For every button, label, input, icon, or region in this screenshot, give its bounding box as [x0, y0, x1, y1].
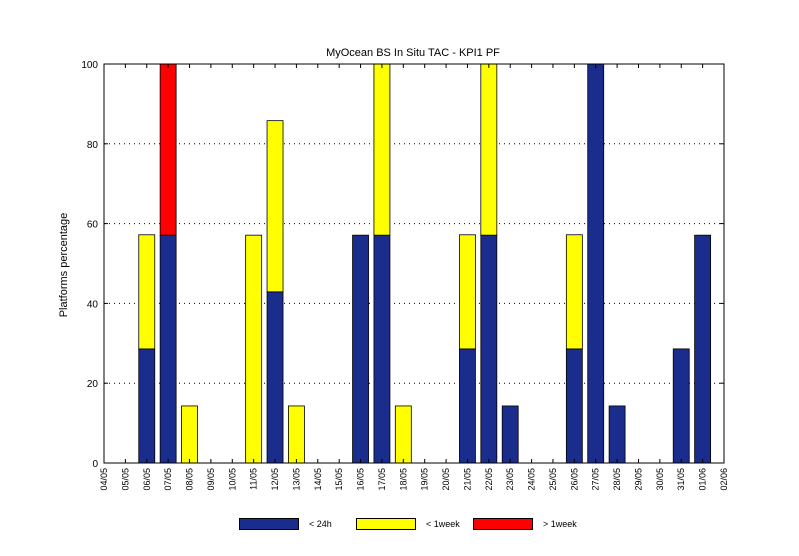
legend-label-over-1week: > 1week: [543, 519, 577, 529]
legend-label-1week: < 1week: [426, 519, 460, 529]
x-tick-label: 09/05: [206, 468, 216, 491]
legend-swatch-1week: [356, 518, 416, 530]
x-tick-label: 28/05: [612, 468, 622, 491]
bar-07-05-series-2: [159, 63, 177, 236]
legend-item-1week: < 1week: [356, 518, 460, 530]
grid: [104, 63, 724, 384]
legend-swatch-24h: [239, 518, 299, 530]
x-tick-label: 15/05: [334, 468, 344, 491]
bar-06-05-series-1: [138, 234, 156, 350]
x-tick-label: 17/05: [377, 468, 387, 491]
x-tick-label: 12/05: [270, 468, 280, 491]
legend-swatch-over-1week: [473, 518, 533, 530]
x-tick-label: 11/05: [249, 468, 259, 490]
x-tick-label: 01/06: [698, 468, 708, 491]
bar-23-05-series-0: [501, 405, 519, 464]
y-tick-label: 60: [87, 220, 99, 231]
plot-frame: [103, 63, 725, 464]
legend-item-24h: < 24h: [239, 518, 332, 530]
x-tick-label: 14/05: [313, 468, 323, 491]
x-tick-label: 29/05: [633, 468, 643, 491]
bar-01-06-series-0: [694, 234, 712, 464]
bar-11-05-series-1: [245, 234, 263, 464]
bar-27-05-series-0: [587, 63, 605, 464]
y-tick-label: 20: [87, 379, 99, 390]
x-tick-label: 22/05: [484, 468, 494, 491]
x-tick-label: 06/05: [142, 468, 152, 491]
bar-22-05-series-1: [480, 63, 498, 236]
x-tick-label: 31/05: [676, 468, 686, 491]
x-tick-label: 27/05: [591, 468, 601, 491]
x-tick-label: 21/05: [462, 468, 472, 491]
x-tick-label: 08/05: [185, 468, 195, 491]
bar-22-05-series-0: [480, 234, 498, 464]
bars: [138, 63, 712, 464]
x-tick-label: 26/05: [569, 468, 579, 491]
bar-12-05-series-0: [266, 291, 284, 464]
x-tick-label: 10/05: [227, 468, 237, 491]
bar-17-05-series-1: [373, 63, 391, 236]
bar-21-05-series-0: [459, 348, 476, 464]
bar-21-05-series-1: [459, 234, 476, 350]
legend-item-over-1week: > 1week: [473, 518, 577, 530]
bar-13-05-series-1: [288, 405, 305, 464]
x-tick-label: 13/05: [291, 468, 301, 491]
x-tick-label: 02/06: [719, 468, 729, 491]
y-tick-label: 100: [81, 60, 98, 71]
bar-12-05-series-1: [266, 120, 284, 293]
legend-label-24h: < 24h: [309, 519, 332, 529]
bar-06-05-series-0: [138, 348, 156, 464]
bar-07-05-series-0: [159, 234, 177, 464]
x-tick-label: 05/05: [120, 468, 130, 491]
bar-16-05-series-0: [352, 234, 369, 464]
y-tick-label: 40: [87, 299, 99, 310]
bar-08-05-series-1: [181, 405, 198, 464]
x-tick-label: 30/05: [655, 468, 665, 491]
bar-17-05-series-0: [373, 234, 391, 464]
x-tick-label: 25/05: [548, 468, 558, 491]
bar-18-05-series-1: [394, 405, 412, 464]
y-axis-label: Platforms percentage: [58, 213, 70, 318]
bar-26-05-series-1: [565, 234, 583, 350]
x-tick-label: 24/05: [527, 468, 537, 491]
legend: < 24h < 1week > 1week: [0, 518, 799, 538]
x-tick-label: 16/05: [356, 468, 366, 491]
axes: 0 20 40 60 80 100 04/05 05/05 06/05 07/05 08/05 09/…: [81, 60, 729, 491]
bar-26-05-series-0: [565, 348, 583, 464]
x-tick-label: 20/05: [441, 468, 451, 491]
y-tick-label: 0: [92, 459, 98, 470]
bar-31-05-series-0: [672, 348, 690, 464]
bar-28-05-series-0: [608, 405, 626, 464]
x-tick-label: 18/05: [398, 468, 408, 491]
chart-title: MyOcean BS In Situ TAC - KPI1 PF: [326, 47, 500, 59]
x-tick-label: 23/05: [505, 468, 515, 491]
y-tick-label: 80: [87, 140, 99, 151]
x-tick-label: 19/05: [420, 468, 430, 491]
x-tick-label: 07/05: [163, 468, 173, 491]
x-tick-label: 04/05: [99, 468, 109, 491]
